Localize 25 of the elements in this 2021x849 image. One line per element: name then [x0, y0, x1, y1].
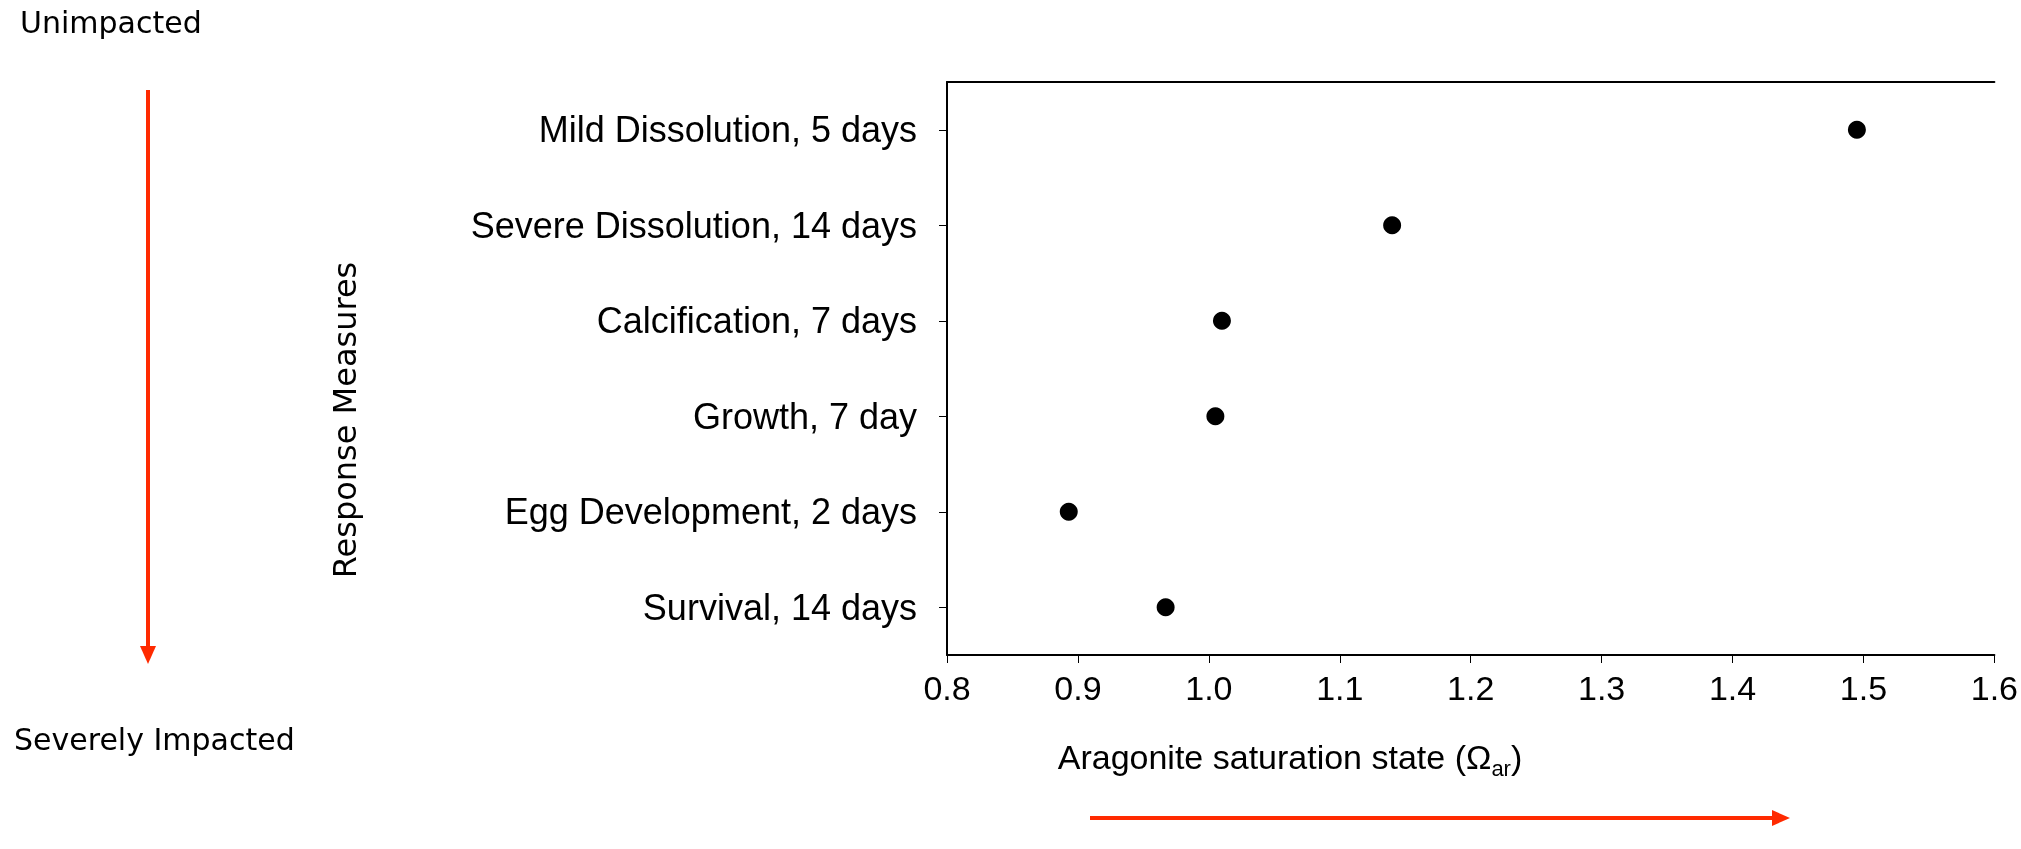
x-tick-label: 1.3	[1577, 669, 1626, 707]
point	[1212, 311, 1231, 330]
x-tick-label: 1.0	[1185, 669, 1233, 707]
x-tick-label: 1.4	[1708, 669, 1757, 707]
point	[1847, 120, 1866, 139]
x-tick-label: 0.9	[1054, 669, 1102, 707]
y-tick-label: Egg Development, 2 days	[504, 491, 917, 533]
x-tick-label: 1.6	[1970, 669, 2018, 707]
y-tick-label: Severe Dissolution, 14 days	[470, 204, 917, 246]
point	[1059, 502, 1078, 521]
x-tick-label: 1.2	[1447, 669, 1495, 707]
text: Severely Impacted	[14, 722, 295, 757]
point	[1206, 407, 1225, 426]
x-tick-label: 0.8	[923, 669, 971, 707]
y-tick-label: Mild Dissolution, 5 days	[538, 109, 917, 151]
point	[1156, 598, 1175, 617]
y-tick-label: Survival, 14 days	[642, 586, 917, 628]
y-tick-label: Calcification, 7 days	[596, 300, 917, 342]
x-tick-label: 1.1	[1316, 669, 1364, 707]
y-axis-title: Response Measures	[326, 261, 364, 579]
x-axis-title: Aragonite saturation state (Ω$_{ar}$)	[1057, 737, 1523, 782]
point	[1383, 216, 1402, 235]
y-tick-label: Growth, 7 day	[692, 395, 917, 437]
x-tick-label: 1.5	[1839, 669, 1888, 707]
text: Unimpacted	[20, 5, 202, 40]
